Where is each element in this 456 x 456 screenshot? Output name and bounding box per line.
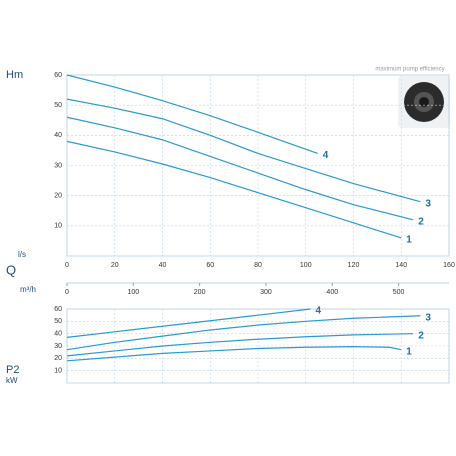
y-tick-label: 30 xyxy=(54,162,62,169)
x2-tick-label: 0 xyxy=(65,289,69,296)
y-tick-label: 10 xyxy=(54,223,62,230)
x-tick-label: 40 xyxy=(159,262,167,269)
y-tick-label: 40 xyxy=(54,132,62,139)
y-tick-label: 40 xyxy=(54,331,62,338)
y-tick-label: 30 xyxy=(54,343,62,350)
series-line xyxy=(66,74,318,154)
series-label: 3 xyxy=(425,198,431,209)
y-tick-label: 60 xyxy=(54,306,62,313)
y-tick-label: 50 xyxy=(54,318,62,325)
series-label: 1 xyxy=(406,346,412,357)
series-line xyxy=(66,98,421,203)
x2-tick-label: 100 xyxy=(127,289,139,296)
y-axis-unit: kW xyxy=(6,376,18,385)
series-label: 1 xyxy=(406,235,412,246)
x-tick-label: 120 xyxy=(348,262,360,269)
y-axis-title: P2 xyxy=(6,364,19,376)
series-line xyxy=(66,346,402,362)
y-tick-label: 20 xyxy=(54,355,62,362)
series-label: 4 xyxy=(316,306,322,317)
x2-tick-label: 500 xyxy=(393,289,405,296)
series-line xyxy=(66,333,414,357)
x-tick-label: 80 xyxy=(254,262,262,269)
y-tick-label: 50 xyxy=(54,102,62,109)
x-axis-title: Q xyxy=(6,262,16,277)
x2-tick-label: 300 xyxy=(260,289,272,296)
x-tick-label: 160 xyxy=(443,262,455,269)
x-tick-label: 60 xyxy=(206,262,214,269)
series-line xyxy=(66,315,421,351)
series-line xyxy=(66,140,402,239)
x-tick-label: 0 xyxy=(65,262,69,269)
y-tick-label: 20 xyxy=(54,193,62,200)
x-tick-label: 20 xyxy=(111,262,119,269)
series-line xyxy=(66,116,414,221)
x-tick-label: 140 xyxy=(395,262,407,269)
y-tick-label: 10 xyxy=(54,368,62,375)
series-label: 3 xyxy=(425,312,431,323)
x2-tick-label: 400 xyxy=(326,289,338,296)
series-label: 4 xyxy=(323,150,329,161)
x-tick-label: 100 xyxy=(300,262,312,269)
x2-tick-label: 200 xyxy=(194,289,206,296)
x2-axis-unit: m³/h xyxy=(20,285,36,294)
series-label: 2 xyxy=(418,330,424,341)
pump-image xyxy=(398,76,450,128)
x-axis-unit: l/s xyxy=(18,250,26,259)
y-tick-label: 60 xyxy=(54,72,62,79)
series-label: 2 xyxy=(418,216,424,227)
y-axis-title: Hm xyxy=(6,69,23,81)
subtitle: maximum pump efficiency xyxy=(375,67,444,73)
series-line xyxy=(66,308,311,338)
